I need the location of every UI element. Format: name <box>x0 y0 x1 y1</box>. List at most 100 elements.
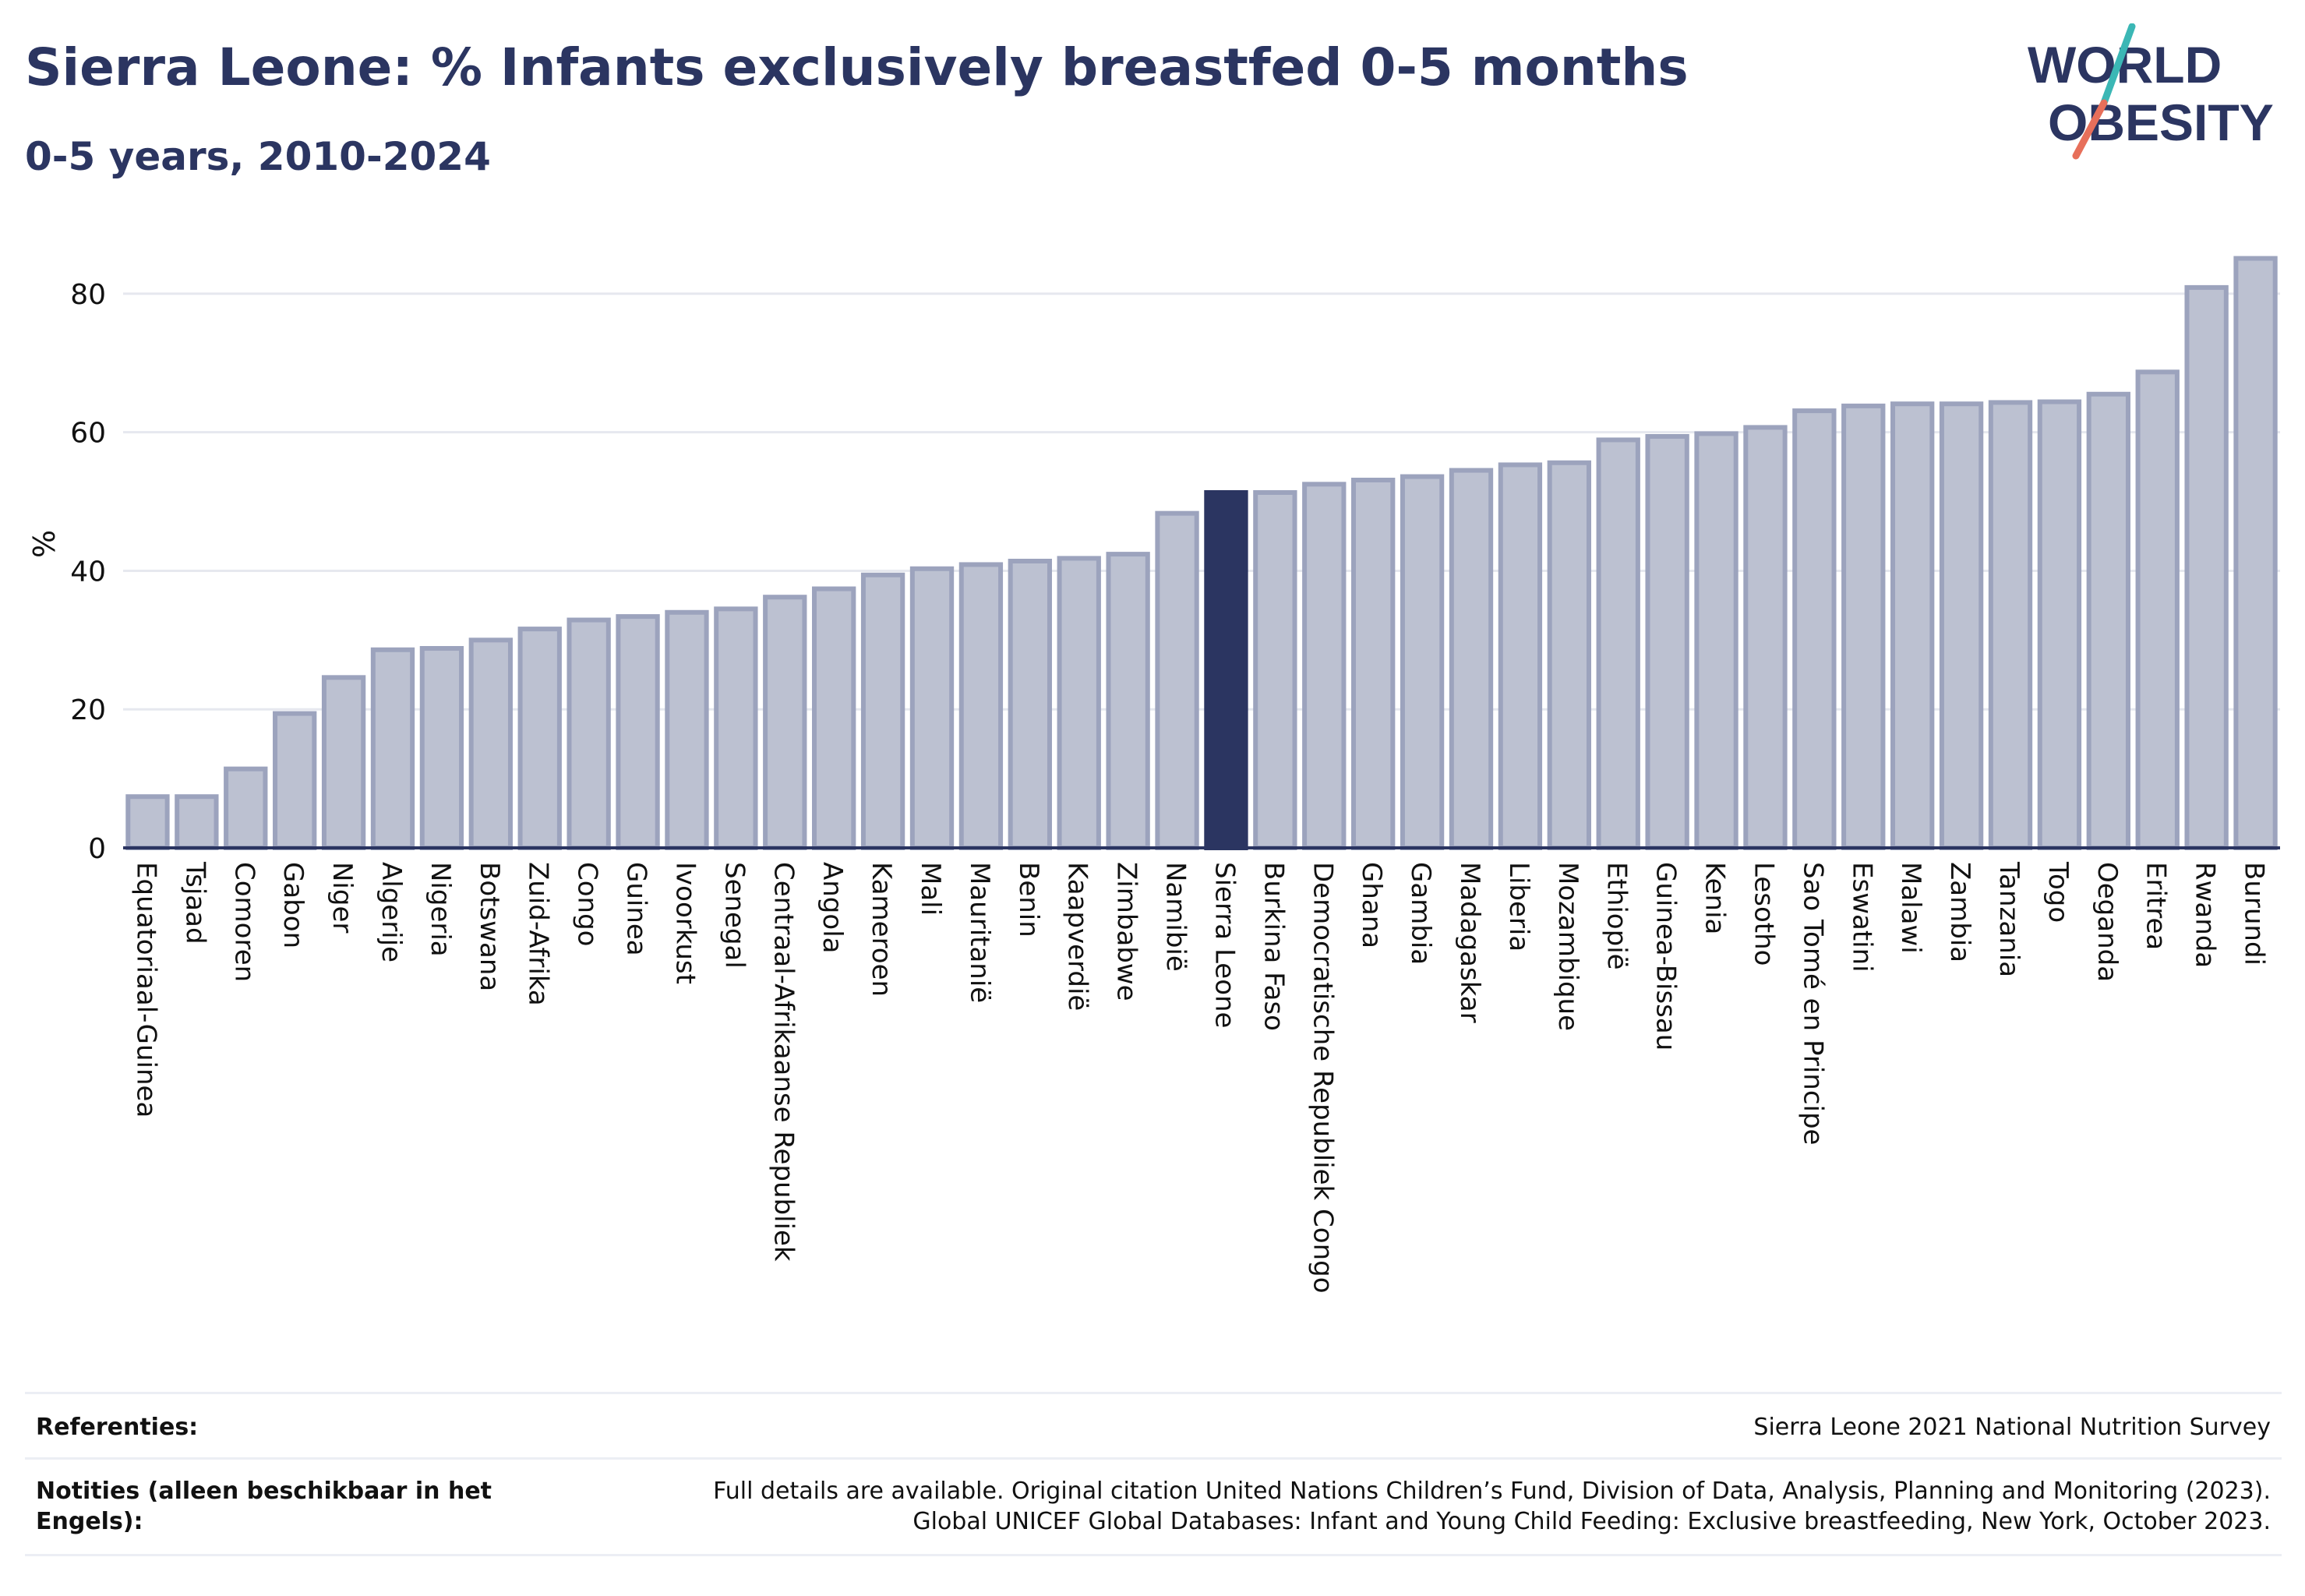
footer-divider-middle <box>25 1457 2282 1460</box>
x-tick-label: Malawi <box>1895 862 1926 954</box>
bar <box>1547 460 1591 850</box>
notes-label: Notities (alleen beschikbaar in het Enge… <box>36 1478 492 1535</box>
y-tick-label: 0 <box>88 833 106 865</box>
x-tick-label: Sierra Leone <box>1209 862 1240 1028</box>
bar <box>2135 369 2180 851</box>
bar <box>958 562 1004 850</box>
chart-title: Sierra Leone: % Infants exclusively brea… <box>25 37 1689 97</box>
bar <box>1596 437 1640 850</box>
bar <box>2233 256 2278 850</box>
x-tick-label: Kameroen <box>866 862 897 997</box>
bar <box>2184 284 2229 850</box>
x-tick-label: Gambia <box>1405 862 1436 965</box>
bar <box>1743 425 1788 850</box>
x-tick-label: Democratische Republiek Congo <box>1307 862 1338 1294</box>
bar <box>125 794 170 851</box>
x-tick-label: Benin <box>1013 862 1044 937</box>
bar <box>860 572 905 850</box>
bar-highlighted <box>1204 490 1248 850</box>
bar <box>321 675 366 850</box>
logo-slash-coral <box>2072 99 2108 160</box>
x-tick-label: Botswana <box>474 862 505 991</box>
bar-layer <box>125 256 2278 851</box>
bar <box>517 627 562 850</box>
x-tick-label: Mozambique <box>1552 862 1583 1031</box>
bar <box>2037 399 2082 850</box>
x-tick-label: Tanzania <box>1993 861 2024 977</box>
y-tick-label: 20 <box>70 694 106 726</box>
x-tick-label: Ghana <box>1356 862 1387 948</box>
x-tick-label: Burundi <box>2239 862 2270 966</box>
x-tick-label: Senegal <box>718 862 750 969</box>
references-label: Referenties: <box>36 1414 199 1441</box>
y-tick-label: 80 <box>70 279 106 311</box>
x-tick-label: Zimbabwe <box>1111 862 1142 1001</box>
x-tick-label: Equatoriaal-Guinea <box>130 862 161 1118</box>
bar <box>1302 482 1347 850</box>
x-tick-label: Tsjaad <box>179 861 210 945</box>
notes-value: Full details are available. Original cit… <box>713 1478 2271 1535</box>
bar <box>419 646 464 850</box>
bar <box>763 595 807 850</box>
bar <box>1841 403 1886 850</box>
x-tick-label: Kenia <box>1700 862 1731 934</box>
footer-divider-bottom <box>25 1554 2282 1556</box>
bar <box>1498 462 1543 850</box>
bar-chart: 0 20 40 60 80 Equatoriaal-Guinea Tsjaad Comoren… <box>27 256 2280 1294</box>
bar <box>370 647 415 850</box>
logo-slash-teal <box>2100 23 2136 107</box>
bar <box>1155 510 1199 851</box>
x-tick-label: Lesotho <box>1748 862 1779 966</box>
y-tick-label: 60 <box>70 418 106 450</box>
bar <box>1253 490 1297 850</box>
bar <box>1057 556 1101 850</box>
x-tick-label: Mauritanië <box>964 862 995 1003</box>
bar <box>273 711 317 850</box>
references-value: Sierra Leone 2021 National Nutrition Sur… <box>1753 1414 2271 1441</box>
x-tick-label: Niger <box>327 862 358 933</box>
chart-subtitle: 0-5 years, 2010-2024 <box>25 134 491 179</box>
x-tick-label: Liberia <box>1503 862 1534 952</box>
x-tick-label: Eritrea <box>2141 862 2172 950</box>
world-obesity-logo: WORLD OBESITY <box>2028 23 2274 160</box>
footer: Referenties: Sierra Leone 2021 National … <box>25 1392 2282 1556</box>
bar <box>468 637 513 850</box>
x-tick-label: Guinea <box>621 862 652 956</box>
bar <box>1400 474 1445 850</box>
bar <box>1351 478 1396 850</box>
x-tick-label: Kaapverdië <box>1062 862 1093 1011</box>
x-tick-label: Gabon <box>277 862 309 948</box>
bar <box>1449 468 1494 850</box>
x-tick-label: Burkina Faso <box>1258 862 1289 1031</box>
bar <box>224 766 268 851</box>
y-axis-label: % <box>27 530 62 558</box>
x-tick-label: Mali <box>915 862 946 916</box>
bar <box>1008 559 1052 850</box>
x-tick-label: Comoren <box>228 862 259 982</box>
x-tick-label: Zambia <box>1944 862 1975 962</box>
footer-divider-top <box>25 1392 2282 1394</box>
x-tick-label: Rwanda <box>2190 862 2221 968</box>
x-tick-label: Zuid-Afrika <box>523 862 554 1006</box>
bar <box>175 794 219 851</box>
x-tick-label: Madagaskar <box>1454 862 1485 1023</box>
x-tick-label: Oeganda <box>2091 862 2123 982</box>
bar <box>567 617 611 850</box>
bar <box>2086 391 2130 850</box>
x-tick-label: Ivoorkust <box>669 862 701 984</box>
x-tick-label: Ethiopië <box>1601 862 1633 970</box>
x-tick-label: Congo <box>572 862 603 946</box>
bar <box>1792 408 1837 850</box>
bar <box>1106 552 1150 850</box>
x-tick-label: Algerije <box>376 862 407 962</box>
y-tick-label: 40 <box>70 556 106 588</box>
bar <box>714 606 758 850</box>
bar <box>665 609 709 850</box>
x-tick-label: Sao Tomé en Principe <box>1797 862 1828 1145</box>
x-tick-label: Eswatini <box>1846 862 1877 973</box>
axis-layer: 0 20 40 60 80 Equatoriaal-Guinea Tsjaad Comoren… <box>70 279 2280 1294</box>
bar <box>909 566 955 850</box>
notes-value-line2: Global UNICEF Global Databases: Infant a… <box>912 1508 2271 1535</box>
bar <box>1939 401 1984 850</box>
x-tick-label: Guinea-Bissau <box>1650 862 1682 1050</box>
